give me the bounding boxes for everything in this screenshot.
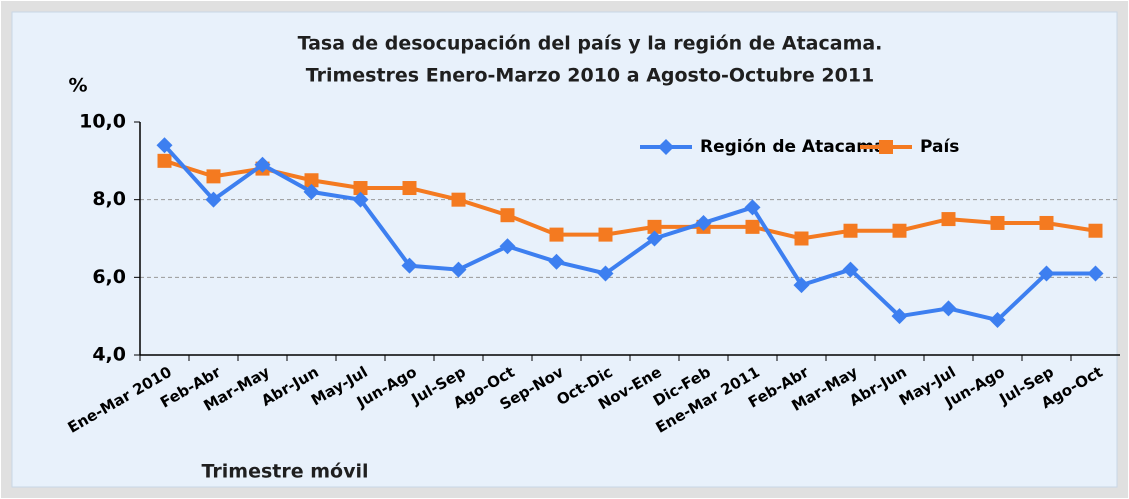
marker	[940, 300, 957, 317]
marker	[941, 212, 956, 227]
marker	[597, 265, 614, 282]
marker	[549, 227, 564, 242]
marker	[205, 191, 222, 208]
x-axis-label: Trimestre móvil	[202, 461, 369, 483]
marker	[1038, 265, 1055, 282]
y-axis-label: %	[68, 75, 87, 97]
y-tick-label: 10,0	[79, 111, 126, 133]
marker	[401, 257, 418, 274]
legend-label: País	[920, 137, 959, 157]
marker	[794, 231, 809, 246]
marker	[500, 208, 515, 223]
y-tick-label: 6,0	[92, 266, 126, 288]
marker	[499, 238, 516, 255]
marker	[745, 219, 760, 234]
marker	[695, 214, 712, 231]
marker	[254, 156, 271, 173]
marker	[451, 192, 466, 207]
marker	[891, 308, 908, 325]
marker	[157, 153, 172, 168]
marker	[352, 191, 369, 208]
marker	[303, 183, 320, 200]
marker	[843, 223, 858, 238]
marker	[1088, 223, 1103, 238]
y-tick-label: 8,0	[92, 188, 126, 210]
marker	[206, 169, 221, 184]
marker	[989, 312, 1006, 329]
marker	[842, 261, 859, 278]
marker	[598, 227, 613, 242]
marker	[156, 137, 173, 154]
marker	[744, 199, 761, 216]
marker	[892, 223, 907, 238]
marker	[1039, 215, 1054, 230]
marker	[658, 139, 674, 155]
marker	[402, 181, 417, 196]
chart-subtitle: Trimestres Enero-Marzo 2010 a Agosto-Oct…	[306, 65, 875, 87]
marker	[450, 261, 467, 278]
legend-label: Región de Atacama	[700, 137, 885, 157]
marker	[647, 219, 662, 234]
marker	[990, 215, 1005, 230]
marker	[879, 140, 893, 154]
marker	[353, 181, 368, 196]
y-tick-label: 4,0	[92, 344, 126, 366]
marker	[793, 277, 810, 294]
chart-title: Tasa de desocupación del país y la regió…	[298, 33, 883, 55]
marker	[548, 253, 565, 270]
marker	[1087, 265, 1104, 282]
series-line	[163, 143, 1096, 323]
series-line	[163, 158, 1096, 241]
chart-area	[11, 11, 1118, 488]
marker	[304, 173, 319, 188]
marker	[646, 230, 663, 247]
